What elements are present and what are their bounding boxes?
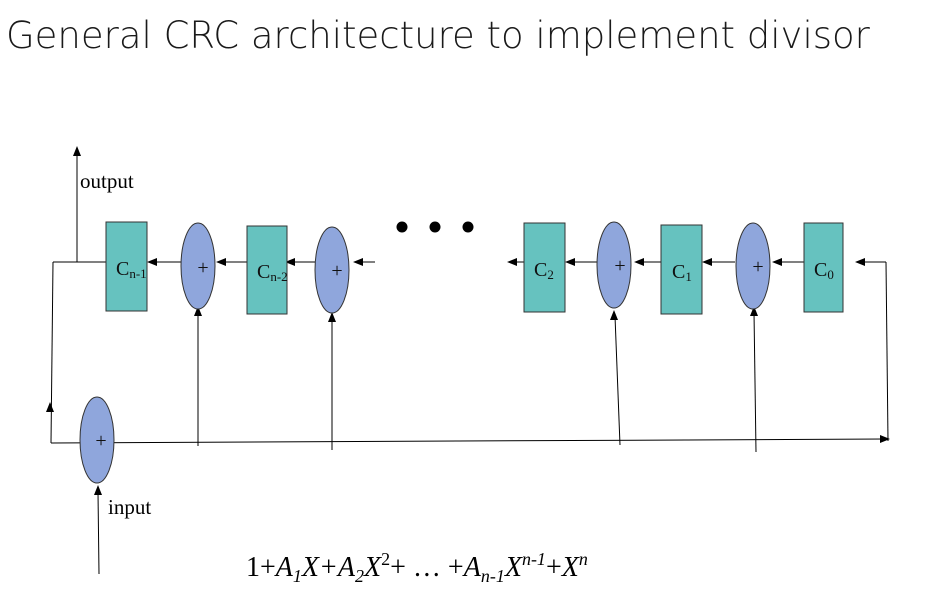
ellipsis-dot-1 — [396, 221, 408, 233]
xor-input-symbol: + — [95, 430, 106, 452]
register-cn1-label: Cn-1 — [116, 258, 147, 281]
register-c0-label: C0 — [814, 259, 834, 282]
input-arrowhead — [94, 485, 102, 495]
output-label: output — [80, 169, 134, 193]
xor-2-symbol: + — [331, 260, 342, 282]
feedback-bus-arrowhead — [880, 435, 890, 443]
xor-input — [79, 396, 115, 484]
feedback-right-wire — [885, 261, 889, 442]
tap-1-arrowhead — [194, 306, 202, 316]
link-x4-c1-arrowhead — [702, 258, 712, 266]
link-dots-x2-arrowhead — [353, 258, 363, 266]
xor-3-symbol: + — [614, 255, 625, 277]
tap-2-arrowhead — [328, 312, 336, 322]
c0-input-arrowhead — [855, 258, 865, 266]
input-label: input — [108, 495, 151, 519]
register-c2-box — [523, 222, 566, 313]
register-cn2-box — [246, 225, 288, 315]
register-c1-label: C1 — [672, 261, 692, 284]
register-cn1-box — [105, 221, 148, 312]
xor-3 — [596, 221, 632, 309]
polynomial-formula: 1+A1X+A2X2+ … +An-1Xn-1+Xn — [246, 549, 588, 586]
output-arrowhead — [73, 146, 81, 156]
link-c1-x3-arrowhead — [634, 258, 644, 266]
register-c2-label: C2 — [534, 259, 554, 282]
page-title: General CRC architecture to implement di… — [6, 14, 870, 57]
link-x3-c2-arrowhead — [565, 258, 575, 266]
xor-2 — [314, 226, 350, 314]
register-c1-box — [660, 224, 703, 315]
input-line — [97, 491, 100, 575]
ellipsis-dot-2 — [429, 221, 441, 233]
register-c0-box — [803, 222, 844, 313]
link-c2-dots-arrowhead — [507, 258, 517, 266]
xor-4 — [735, 222, 771, 310]
register-cn2-label: Cn-2 — [257, 261, 288, 284]
link-cn2-x1-arrowhead — [216, 258, 226, 266]
xor-1 — [180, 222, 216, 310]
feedback-left-arrowhead — [46, 402, 54, 412]
feedback-bus — [50, 438, 886, 444]
xor-1-symbol: + — [197, 257, 208, 279]
link-x1-cn1-arrowhead — [147, 258, 157, 266]
xor-4-symbol: + — [752, 256, 763, 278]
tap-3 — [614, 315, 621, 446]
link-c0-x4-arrowhead — [772, 258, 782, 266]
tap-4 — [753, 311, 757, 453]
ellipsis-dot-3 — [462, 221, 474, 233]
tap-3-arrowhead — [610, 310, 618, 320]
tap-4-arrowhead — [750, 306, 758, 316]
link-x2-cn2-arrowhead — [285, 258, 295, 266]
feedback-left-wire — [50, 261, 54, 444]
